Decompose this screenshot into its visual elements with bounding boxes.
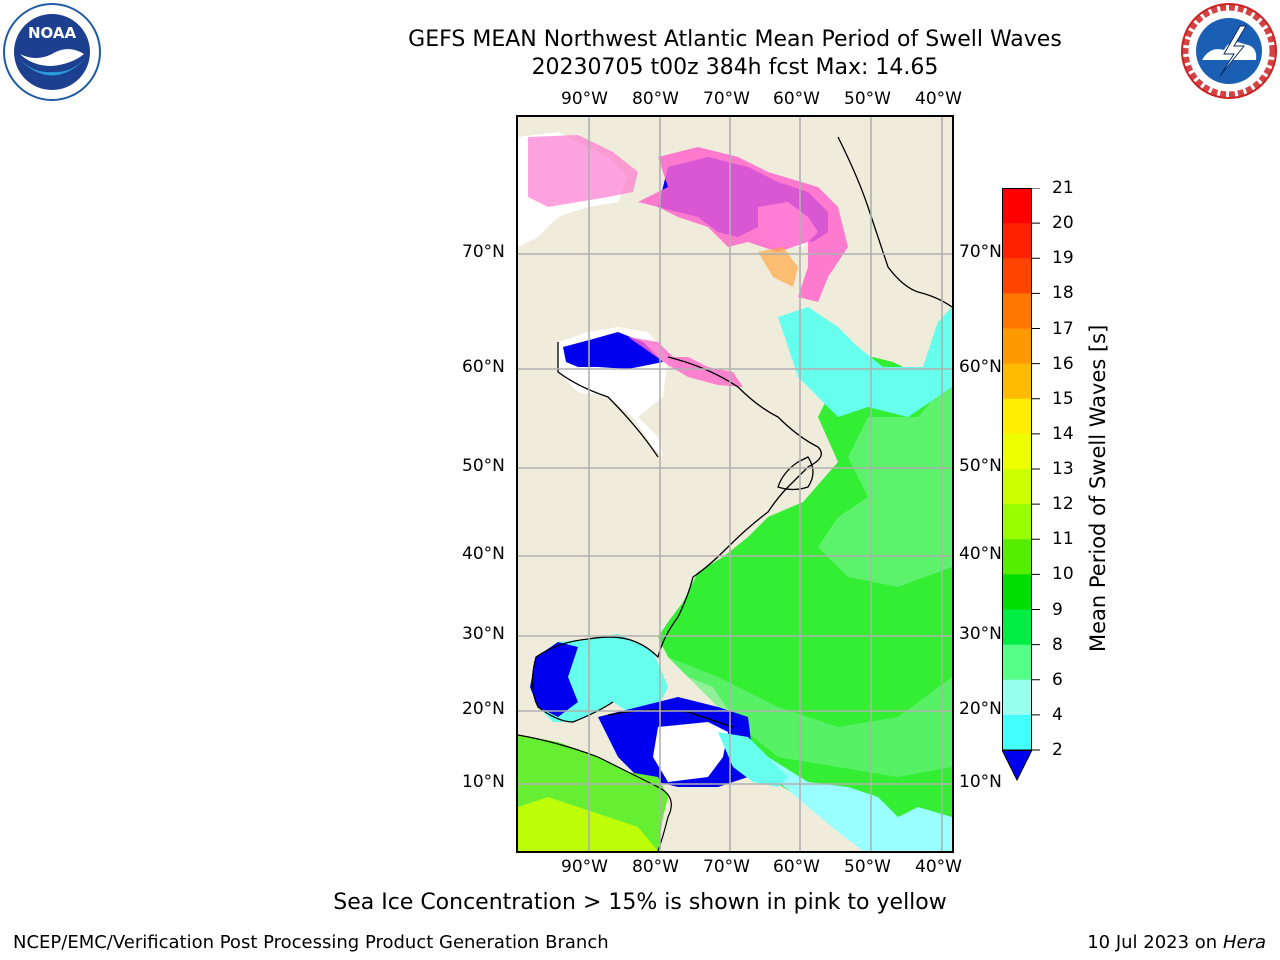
ocean-caribbean-cyan	[718, 732, 788, 787]
lat-label-right-60n: 60°N	[959, 357, 1002, 377]
gridlines	[518, 117, 952, 851]
map-panel	[516, 115, 954, 853]
colorbar-tick-label: 12	[1052, 494, 1074, 515]
lat-label-left-10n: 10°N	[462, 772, 505, 792]
map-svg	[518, 117, 952, 851]
colorbar-segment	[1002, 714, 1032, 751]
lat-label-right-50n: 50°N	[959, 456, 1002, 476]
lat-label-left-50n: 50°N	[462, 456, 505, 476]
footer-host: Hera	[1222, 932, 1266, 953]
lat-label-right-70n: 70°N	[959, 242, 1002, 262]
ocean-atlantic-lightgreen	[818, 377, 952, 587]
colorbar-segment	[1002, 398, 1032, 435]
colorbar-segment	[1002, 644, 1032, 681]
lat-label-left-30n: 30°N	[462, 624, 505, 644]
coastline-greenland	[837, 136, 952, 308]
colorbar-segment	[1002, 574, 1032, 610]
colorbar-segment	[1002, 539, 1032, 575]
lon-label-bottom-50w: 50°W	[844, 857, 891, 877]
colorbar-segment	[1002, 293, 1032, 329]
colorbar-segment	[1002, 258, 1032, 294]
nws-logo	[1180, 2, 1278, 100]
colorbar-tick-label: 20	[1052, 213, 1074, 234]
colorbar-tick-label: 13	[1052, 459, 1074, 479]
lon-label-bottom-90w: 90°W	[561, 857, 608, 877]
colorbar-segment	[1002, 363, 1032, 400]
lon-label-top-40w: 40°W	[915, 89, 962, 109]
colorbar-segment	[1002, 328, 1032, 365]
baffin-ice-orange	[758, 247, 798, 287]
south-america-yellowgreen	[518, 797, 658, 851]
colorbar-segment	[1002, 433, 1032, 470]
lon-label-top-70w: 70°W	[703, 89, 750, 109]
colorbar-segment	[1002, 679, 1032, 716]
title-line-2: 20230705 t00z 384h fcst Max: 14.65	[531, 55, 939, 80]
colorbar-tick-label: 18	[1052, 283, 1074, 304]
lat-label-right-10n: 10°N	[959, 772, 1002, 792]
coastline-north-america	[531, 342, 822, 723]
colorbar-tick-label: 2	[1052, 740, 1063, 760]
coastline-south-america	[518, 734, 672, 851]
colorbar-tick-label: 11	[1052, 529, 1074, 550]
lon-label-bottom-80w: 80°W	[632, 857, 679, 877]
lon-label-bottom-60w: 60°W	[773, 857, 820, 877]
sea-ice-note: Sea Ice Concentration > 15% is shown in …	[333, 890, 947, 915]
colorbar-ticks: 21 20 19 18 17 16 15 14 13 12 11 10 9 8 6 4 2	[1040, 178, 1080, 778]
colorbar-tick-label: 6	[1052, 669, 1063, 690]
lon-label-top-50w: 50°W	[844, 89, 891, 109]
colorbar-title: Mean Period of Swell Waves [s]	[1086, 324, 1110, 652]
colorbar-svg	[1001, 187, 1040, 782]
coastline-newfoundland	[777, 456, 814, 491]
colorbar-tick-label: 17	[1052, 318, 1074, 339]
colorbar-border	[1002, 188, 1032, 751]
colorbar-tick-label: 14	[1052, 423, 1074, 444]
colorbar-segment	[1002, 223, 1032, 259]
colorbar-tick-label: 21	[1052, 178, 1074, 198]
colorbar-tick-label: 4	[1052, 704, 1063, 725]
lat-label-left-60n: 60°N	[462, 357, 505, 377]
colorbar	[1001, 187, 1040, 788]
lon-label-top-90w: 90°W	[561, 89, 608, 109]
chart-title: GEFS MEAN Northwest Atlantic Mean Period…	[0, 26, 1280, 82]
colorbar-tick-label: 19	[1052, 248, 1074, 269]
lon-label-top-60w: 60°W	[773, 89, 820, 109]
lat-label-left-40n: 40°N	[462, 544, 505, 564]
lat-label-left-20n: 20°N	[462, 699, 505, 719]
colorbar-segment	[1002, 609, 1032, 646]
ocean-gulf-blue	[530, 642, 578, 717]
colorbar-tick-label: 9	[1052, 599, 1063, 620]
noaa-logo: NOAA	[2, 2, 102, 102]
footer-date-text: 10 Jul 2023 on	[1087, 932, 1223, 953]
lat-label-right-40n: 40°N	[959, 544, 1002, 564]
ocean-tropical-cyan	[728, 717, 952, 851]
colorbar-tick-label: 15	[1052, 388, 1074, 409]
lat-label-right-20n: 20°N	[959, 699, 1002, 719]
lon-label-top-80w: 80°W	[632, 89, 679, 109]
arctic-ice-pink	[528, 135, 638, 207]
lon-label-bottom-70w: 70°W	[703, 857, 750, 877]
lon-label-bottom-40w: 40°W	[915, 857, 962, 877]
lat-label-right-30n: 30°N	[959, 624, 1002, 644]
title-line-1: GEFS MEAN Northwest Atlantic Mean Period…	[408, 27, 1062, 52]
colorbar-tick-label: 10	[1052, 564, 1074, 585]
colorbar-segment	[1002, 469, 1032, 505]
colorbar-tick-label: 16	[1052, 353, 1074, 374]
colorbar-tick-label: 8	[1052, 634, 1063, 655]
noaa-logo-text: NOAA	[28, 24, 77, 42]
ocean-labrador-cyan	[778, 307, 952, 417]
colorbar-extend-triangle	[1001, 749, 1033, 782]
lat-label-left-70n: 70°N	[462, 242, 505, 262]
footer-date: 10 Jul 2023 on Hera	[1087, 932, 1266, 953]
ocean-atlantic-lightgreen-2	[668, 657, 952, 777]
colorbar-segment	[1002, 188, 1032, 224]
colorbar-segment	[1002, 504, 1032, 540]
caribbean-white-patch	[653, 722, 728, 782]
footer-credit: NCEP/EMC/Verification Post Processing Pr…	[13, 932, 609, 953]
baffin-ice-pink	[638, 147, 848, 302]
